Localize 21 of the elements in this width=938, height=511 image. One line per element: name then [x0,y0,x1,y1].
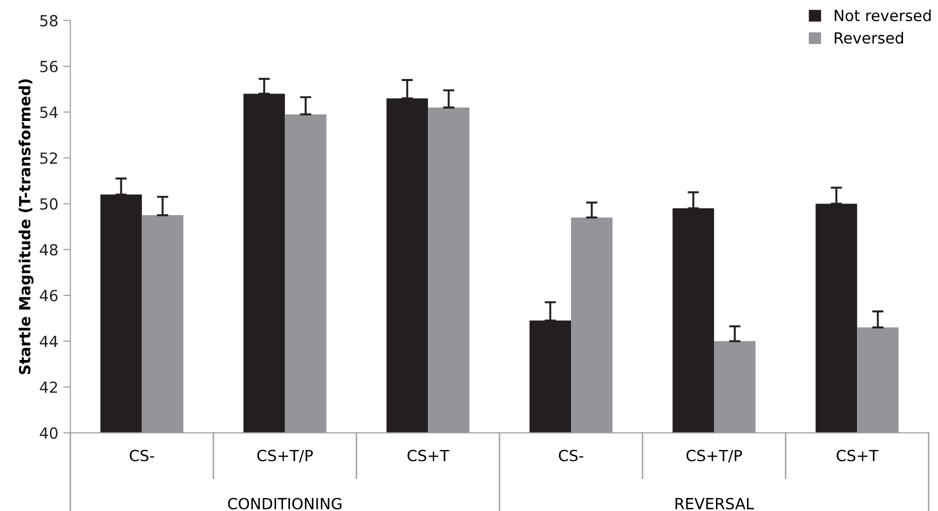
x-tick-label: CS- [558,450,584,462]
y-tick-label: 52 [40,152,58,164]
y-tick-label: 48 [40,244,58,256]
x-tick-label: CS+T [408,450,450,462]
y-tick-label: 56 [40,60,58,72]
text: CONDITIONING [228,498,342,510]
y-tick-label: 40 [40,427,58,439]
legend-label: Not reversed [834,9,931,22]
y-tick-label: 44 [40,336,58,347]
legend-label: Reversed [834,32,904,44]
y-tick-label: 54 [40,106,58,118]
x-tick-label: CS+T/P [686,450,742,463]
y-tick-label: 42 [40,381,58,393]
y-tick-label: 46 [40,290,58,302]
y-tick-label: 50 [40,198,58,210]
y-axis-title: Startle Magnitude (T-transformed) [18,79,34,374]
x-tick-label: CS+T/P [257,450,313,463]
y-tick-label: 58 [40,14,58,26]
x-tick-label: CS+T [836,450,878,462]
x-tick-label: CS- [130,450,154,462]
text: REVERSAL [676,498,754,510]
